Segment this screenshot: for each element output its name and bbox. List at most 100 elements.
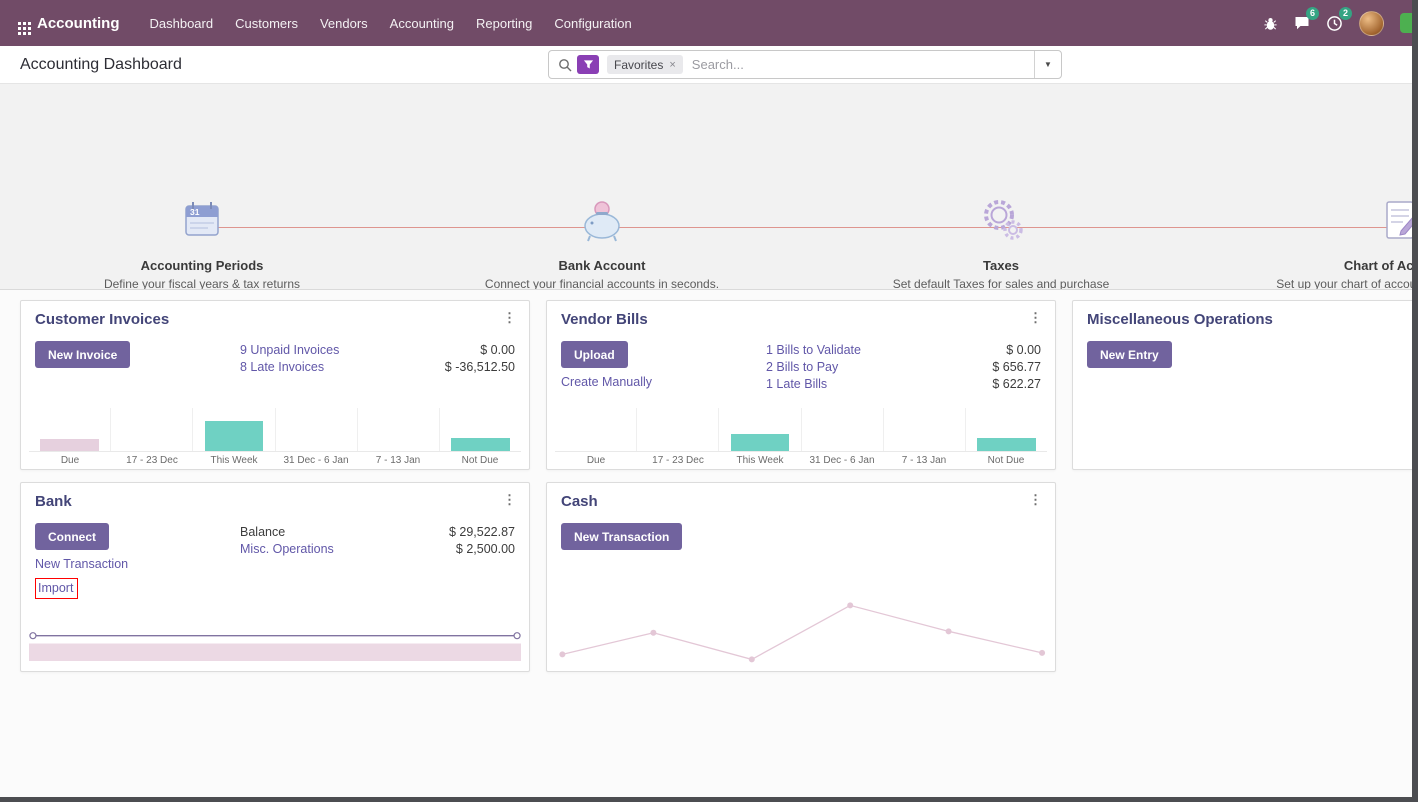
bills-to-validate-link[interactable]: 1 Bills to Validate bbox=[766, 343, 861, 357]
onboarding-step-chart-of-accounts: Chart of Accounts Set up your chart of a… bbox=[1240, 188, 1418, 290]
card-menu-icon[interactable]: ⋮ bbox=[503, 310, 516, 325]
filter-icon[interactable] bbox=[577, 55, 599, 74]
dashboard-cards: Customer Invoices ⋮ New Invoice 9 Unpaid… bbox=[0, 290, 1418, 672]
create-manually-link[interactable]: Create Manually bbox=[561, 375, 653, 389]
misc-operations-link[interactable]: Misc. Operations bbox=[240, 542, 334, 556]
miscellaneous-operations-card: Miscellaneous Operations New Entry bbox=[1072, 300, 1418, 470]
step-title: Bank Account bbox=[558, 258, 646, 273]
import-annotation-highlight: Import bbox=[35, 578, 79, 599]
bank-title[interactable]: Bank bbox=[35, 493, 72, 510]
new-entry-button[interactable]: New Entry bbox=[1087, 341, 1172, 368]
late-bills-link[interactable]: 1 Late Bills bbox=[766, 377, 828, 391]
vendor-bills-chart-labels: Due 17 - 23 Dec This Week 31 Dec - 6 Jan 7 -… bbox=[586, 455, 1025, 466]
bank-balance-chart bbox=[29, 615, 521, 661]
balance-label: Balance bbox=[240, 525, 286, 539]
search-facet-favorites[interactable]: Favorites × bbox=[607, 55, 683, 74]
nav-customers[interactable]: Customers bbox=[235, 15, 298, 31]
upload-bill-button[interactable]: Upload bbox=[561, 341, 628, 368]
bills-to-pay-amount: $ 656.77 bbox=[992, 360, 1041, 374]
nav-configuration[interactable]: Configuration bbox=[554, 15, 632, 31]
debug-bug-icon[interactable] bbox=[1263, 16, 1278, 31]
stat-row: 9 Unpaid Invoices $ 0.00 bbox=[240, 343, 515, 357]
onboarding-step-taxes: Taxes Set default Taxes for sales and pu… bbox=[841, 188, 1161, 290]
apps-grid-icon[interactable] bbox=[18, 21, 21, 25]
stat-row: 1 Bills to Validate $ 0.00 bbox=[766, 343, 1041, 357]
late-invoices-amount: $ -36,512.50 bbox=[444, 360, 515, 374]
stat-row: Misc. Operations $ 2,500.00 bbox=[240, 542, 515, 556]
chat-bubble-icon bbox=[1295, 17, 1309, 30]
nav-accounting[interactable]: Accounting bbox=[389, 15, 454, 31]
vendor-bills-title[interactable]: Vendor Bills bbox=[561, 311, 648, 328]
navbar-systray: 6 2 bbox=[1263, 6, 1418, 36]
cash-new-transaction-button[interactable]: New Transaction bbox=[561, 523, 683, 550]
connect-bank-button[interactable]: Connect bbox=[35, 523, 109, 550]
late-invoices-link[interactable]: 8 Late Invoices bbox=[240, 360, 325, 374]
cash-title[interactable]: Cash bbox=[561, 493, 598, 510]
step-title: Chart of Accounts bbox=[1343, 258, 1418, 273]
customer-invoices-chart[interactable] bbox=[29, 408, 521, 452]
search-bar[interactable]: Favorites × Search... ▼ bbox=[548, 50, 1062, 79]
step-description: Set default Taxes for sales and purchase… bbox=[892, 277, 1110, 290]
gears-icon bbox=[841, 188, 1161, 252]
step-description: Set up your chart of accounts and record… bbox=[1276, 277, 1418, 290]
messages-badge: 6 bbox=[1305, 7, 1319, 20]
activities-icon[interactable]: 2 bbox=[1326, 6, 1352, 32]
card-menu-icon[interactable]: ⋮ bbox=[1029, 310, 1042, 325]
clock-icon bbox=[1327, 15, 1342, 31]
vendor-bills-card: Vendor Bills ⋮ Upload Create Manually 1 … bbox=[546, 300, 1056, 470]
stat-row: 8 Late Invoices $ -36,512.50 bbox=[240, 360, 515, 374]
customer-invoices-card: Customer Invoices ⋮ New Invoice 9 Unpaid… bbox=[20, 300, 530, 470]
card-menu-icon[interactable]: ⋮ bbox=[503, 492, 516, 507]
nav-dashboard[interactable]: Dashboard bbox=[149, 15, 214, 31]
app-brand[interactable]: Accounting bbox=[37, 14, 120, 32]
window-right-edge bbox=[1412, 0, 1418, 802]
customer-invoices-chart-labels: Due 17 - 23 Dec This Week 31 Dec - 6 Jan 7 -… bbox=[60, 455, 499, 466]
balance-amount: $ 29,522.87 bbox=[448, 525, 515, 539]
page-title: Accounting Dashboard bbox=[20, 55, 182, 73]
late-bills-amount: $ 622.27 bbox=[992, 377, 1041, 391]
card-menu-icon[interactable]: ⋮ bbox=[1029, 492, 1042, 507]
misc-operations-title[interactable]: Miscellaneous Operations bbox=[1087, 311, 1273, 328]
onboarding-banner: 31 Accounting Periods Define your fiscal… bbox=[0, 84, 1418, 290]
control-panel: Accounting Dashboard Favorites × Search.… bbox=[0, 46, 1418, 84]
activities-badge: 2 bbox=[1338, 6, 1352, 20]
step-title: Taxes bbox=[983, 258, 1019, 273]
bank-card: Bank ⋮ Connect New Transaction Import Ba… bbox=[20, 482, 530, 672]
import-link[interactable]: Import bbox=[38, 581, 74, 595]
cash-card: Cash ⋮ New Transaction bbox=[546, 482, 1056, 672]
stat-row: 1 Late Bills $ 622.27 bbox=[766, 377, 1041, 391]
stat-row: 2 Bills to Pay $ 656.77 bbox=[766, 360, 1041, 374]
user-avatar[interactable] bbox=[1359, 10, 1384, 36]
nav-reporting[interactable]: Reporting bbox=[476, 15, 533, 31]
stat-row: Balance $ 29,522.87 bbox=[240, 525, 515, 539]
cash-balance-chart bbox=[555, 591, 1047, 663]
unpaid-invoices-link[interactable]: 9 Unpaid Invoices bbox=[240, 343, 340, 357]
onboarding-step-accounting-periods: 31 Accounting Periods Define your fiscal… bbox=[42, 188, 362, 290]
vendor-bills-chart[interactable] bbox=[555, 408, 1047, 452]
onboarding-progress-line bbox=[202, 227, 1418, 228]
new-invoice-button[interactable]: New Invoice bbox=[35, 341, 131, 368]
bills-to-pay-link[interactable]: 2 Bills to Pay bbox=[766, 360, 839, 374]
misc-operations-amount: $ 2,500.00 bbox=[455, 542, 515, 556]
messages-icon[interactable]: 6 bbox=[1294, 7, 1319, 31]
nav-vendors[interactable]: Vendors bbox=[319, 15, 368, 31]
main-menu: Dashboard Customers Vendors Accounting R… bbox=[140, 10, 642, 37]
bills-to-validate-amount: $ 0.00 bbox=[1006, 343, 1041, 357]
window-bottom-edge bbox=[0, 797, 1418, 802]
svg-text:31: 31 bbox=[190, 207, 200, 217]
step-title: Accounting Periods bbox=[140, 258, 264, 273]
facet-label: Favorites bbox=[614, 57, 664, 72]
search-input[interactable]: Search... bbox=[691, 57, 744, 72]
bug-icon bbox=[1264, 17, 1277, 30]
step-description: Define your fiscal years & tax returns p… bbox=[103, 277, 301, 290]
top-navbar: Accounting Dashboard Customers Vendors A… bbox=[0, 0, 1418, 46]
customer-invoices-title[interactable]: Customer Invoices bbox=[35, 311, 170, 328]
step-description: Connect your financial accounts in secon… bbox=[484, 277, 720, 290]
document-icon bbox=[1240, 188, 1418, 252]
unpaid-invoices-amount: $ 0.00 bbox=[480, 343, 515, 357]
search-icon bbox=[558, 58, 572, 72]
search-dropdown-caret-icon[interactable]: ▼ bbox=[1034, 51, 1061, 78]
remove-facet-icon[interactable]: × bbox=[669, 58, 676, 71]
bank-new-transaction-link[interactable]: New Transaction bbox=[35, 557, 129, 571]
